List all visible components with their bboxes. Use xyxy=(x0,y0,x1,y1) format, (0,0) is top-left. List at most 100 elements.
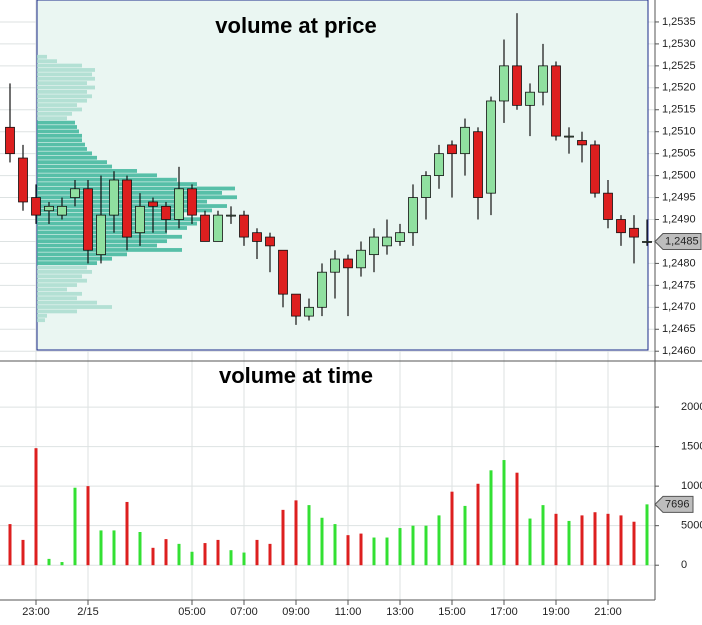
volume-bar xyxy=(346,535,350,566)
annotation: volume at price xyxy=(215,13,376,38)
profile-bar xyxy=(37,226,187,230)
volume-bar xyxy=(112,530,116,566)
candle-body xyxy=(577,140,587,146)
profile-bar xyxy=(37,274,82,279)
volume-bar xyxy=(86,486,90,566)
candle-body xyxy=(44,205,54,212)
profile-bar xyxy=(37,133,82,138)
volume-bar xyxy=(138,532,142,566)
profile-bar xyxy=(37,309,77,314)
volume-bar xyxy=(320,517,324,566)
profile-bar xyxy=(37,221,197,226)
marks xyxy=(5,13,652,566)
profile-bar xyxy=(37,129,79,134)
profile-bar xyxy=(37,155,97,160)
profile-bar xyxy=(37,248,182,252)
volume-bar xyxy=(619,515,623,566)
candle-body xyxy=(291,293,301,317)
profile-bar xyxy=(37,283,77,287)
profile-bar xyxy=(37,177,177,182)
y-tick-label: 1,2480 xyxy=(662,257,696,269)
profile-bar xyxy=(37,59,57,64)
volume-bar xyxy=(437,515,441,566)
last-volume-tag xyxy=(654,495,694,513)
volume-bar xyxy=(554,513,558,566)
profile-bar xyxy=(37,142,85,147)
x-tick-label: 05:00 xyxy=(178,606,206,618)
volume-bar xyxy=(34,448,38,566)
volume-bar xyxy=(593,512,597,566)
volume-bar xyxy=(242,552,246,566)
profile-bar xyxy=(37,291,82,296)
volume-bar xyxy=(528,518,532,566)
volume-bar xyxy=(281,509,285,566)
candle-body xyxy=(382,236,392,247)
candle-body xyxy=(148,201,158,207)
volume-bar xyxy=(73,487,77,566)
candle-body xyxy=(616,219,626,234)
profile-bar xyxy=(37,305,112,309)
candle-body xyxy=(486,100,496,194)
x-tick-label: 19:00 xyxy=(542,606,570,618)
volume-bar xyxy=(177,543,181,566)
candle-body xyxy=(200,214,210,242)
volume-bar xyxy=(216,539,220,566)
volume-bar xyxy=(385,537,389,566)
profile-bar xyxy=(37,94,92,99)
volume-bar xyxy=(99,530,103,566)
volume-bar xyxy=(489,470,493,566)
x-tick-label: 07:00 xyxy=(230,606,258,618)
profile-bar xyxy=(37,186,235,191)
candle-body xyxy=(122,179,132,238)
volume-bar xyxy=(307,505,311,566)
y-tick-label: 1,2535 xyxy=(662,16,696,28)
y-tick-label: 1,2520 xyxy=(662,82,696,94)
profile-bar xyxy=(37,199,207,204)
x-tick-label: 11:00 xyxy=(335,606,362,618)
y-tick-label: 1,2505 xyxy=(662,148,696,160)
volume-bar xyxy=(398,528,402,566)
candle-body xyxy=(174,188,184,220)
profile-bar xyxy=(37,318,45,323)
profile-bar xyxy=(37,261,97,266)
y-tick-label: 5000 xyxy=(681,520,702,532)
profile-bar xyxy=(37,265,87,270)
y-tick-label: 10000 xyxy=(681,480,702,492)
volume-bar xyxy=(541,505,545,566)
profile-bar xyxy=(37,160,107,165)
volume-bar xyxy=(47,558,51,566)
y-tick-label: 1,2530 xyxy=(662,38,696,50)
volume-bar xyxy=(21,539,25,566)
profile-bar xyxy=(37,76,95,81)
profile-bar xyxy=(37,296,77,301)
candle-body xyxy=(239,214,249,238)
candle-body xyxy=(421,175,431,198)
y-tick-label: 15000 xyxy=(681,441,702,453)
volume-bar xyxy=(294,500,298,566)
volume-bar xyxy=(424,525,428,566)
volume-bar xyxy=(502,460,506,566)
profile-bar xyxy=(37,68,95,72)
profile-bar xyxy=(37,217,202,222)
profile-bar xyxy=(37,125,77,129)
candle-body xyxy=(538,65,548,93)
volume-bar xyxy=(645,504,649,566)
candle-body xyxy=(96,214,106,256)
volume-bar xyxy=(333,524,337,566)
profile-bar xyxy=(37,300,97,305)
volume-bar xyxy=(164,539,168,566)
volume-bar xyxy=(190,551,194,566)
profile-bar xyxy=(37,212,177,217)
candle-body xyxy=(551,65,561,137)
y-tick-label: 0 xyxy=(681,559,687,571)
annotation: volume at time xyxy=(219,363,373,388)
profile-bar xyxy=(37,138,82,143)
y-tick-label: 1,2470 xyxy=(662,301,696,313)
profile-bar xyxy=(37,164,112,169)
volume-bar xyxy=(151,547,155,566)
profile-bar xyxy=(37,107,82,112)
profile-bar xyxy=(37,252,127,257)
profile-bar xyxy=(37,116,67,121)
volume-bar xyxy=(359,533,363,566)
profile-bar xyxy=(37,204,227,208)
